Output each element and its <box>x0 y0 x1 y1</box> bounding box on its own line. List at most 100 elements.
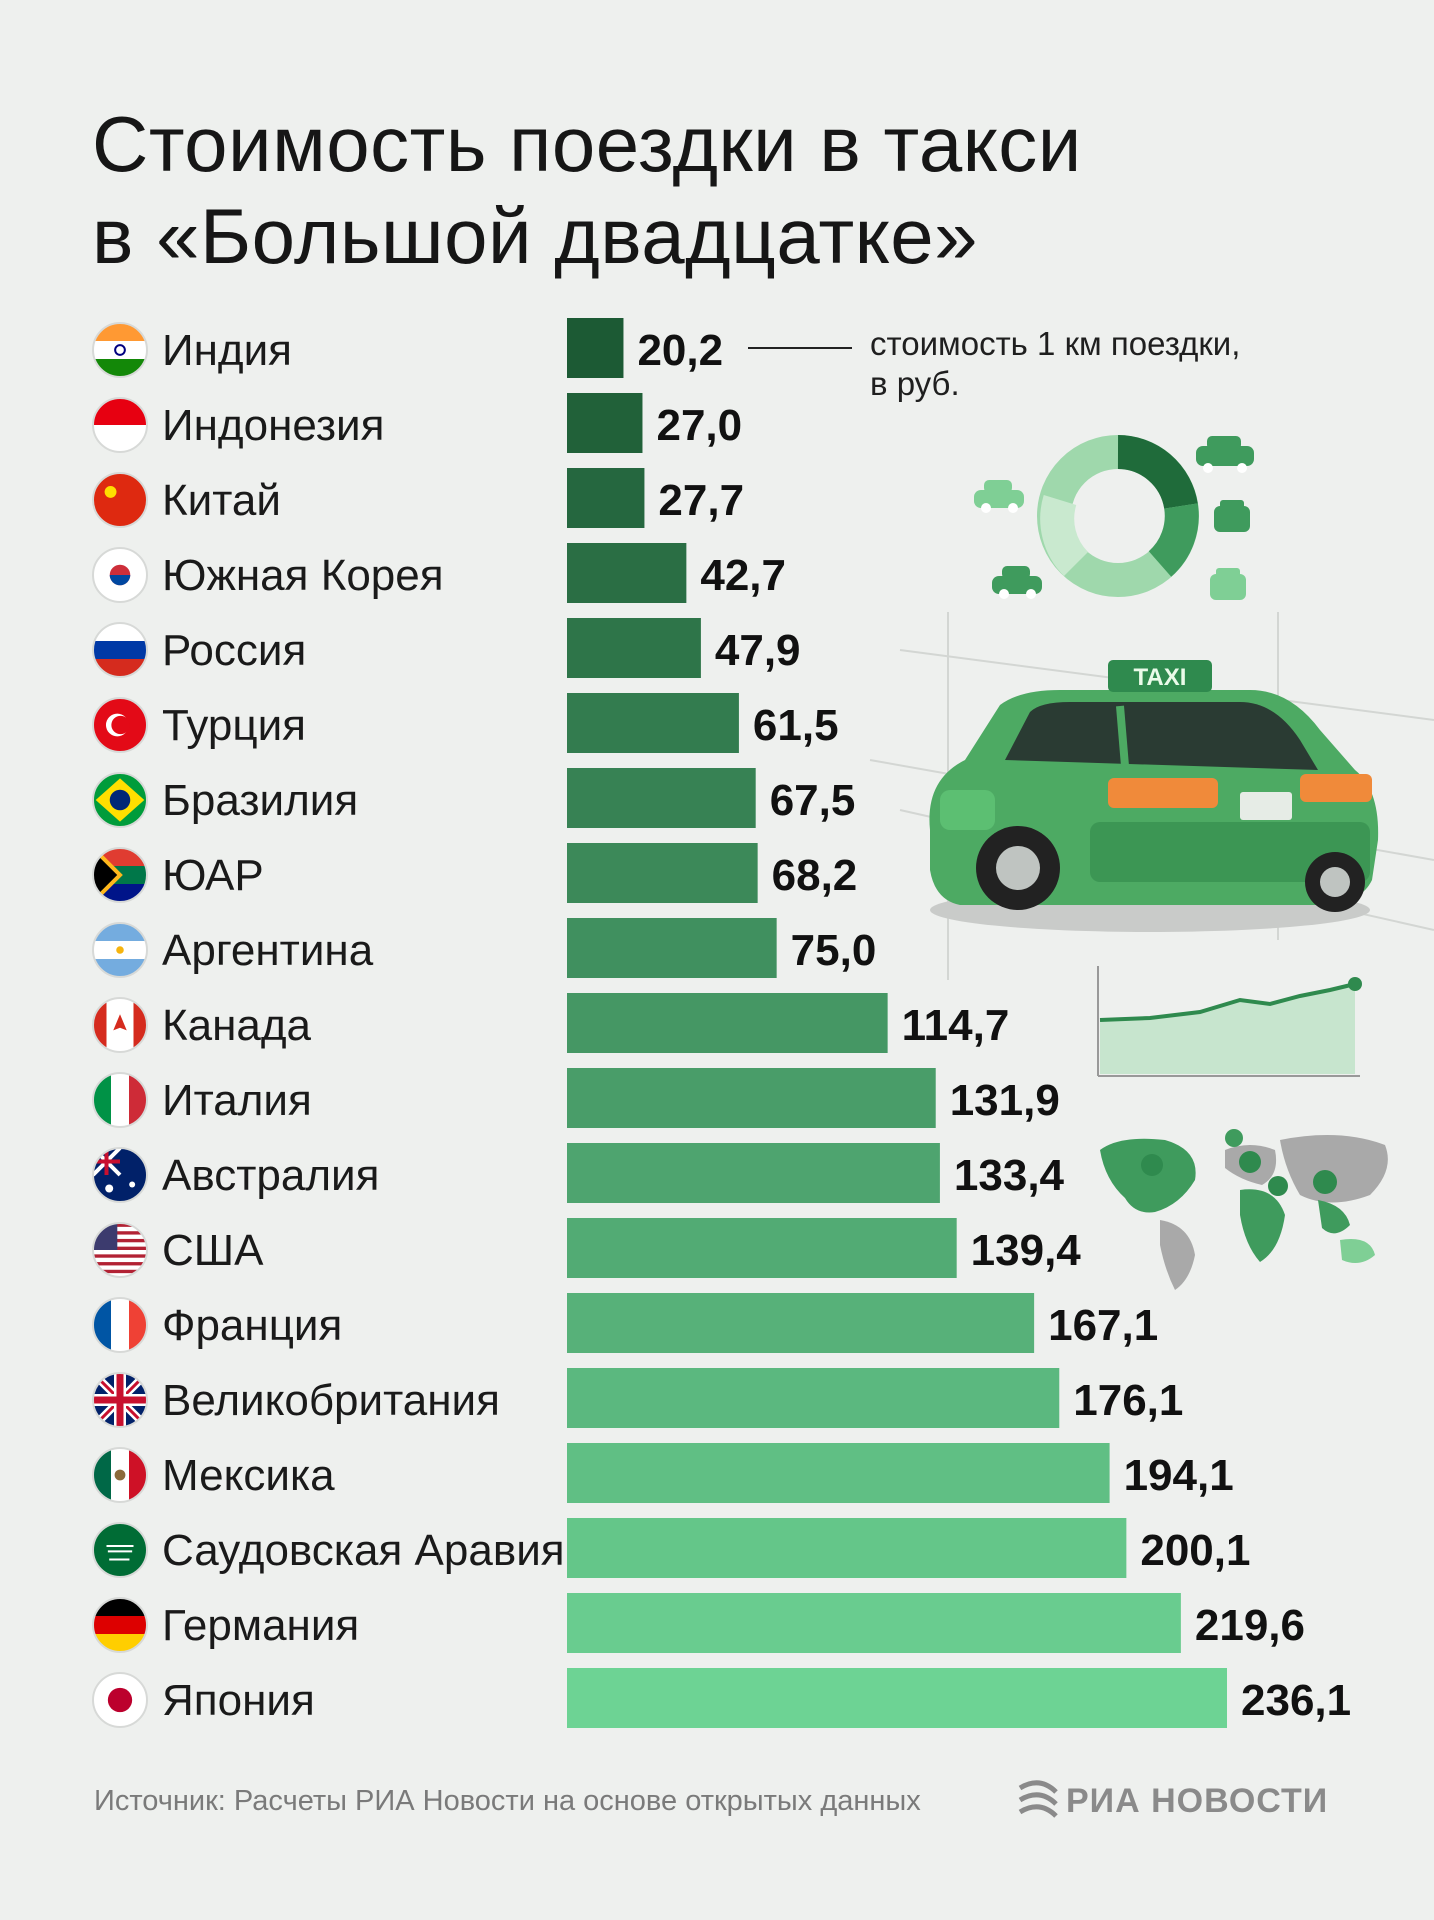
bar-row: ЮАР 68,2 <box>92 843 858 903</box>
bar <box>567 543 687 603</box>
value-label: 167,1 <box>1048 1301 1158 1350</box>
car-icon <box>1196 436 1254 473</box>
value-label: 61,5 <box>753 701 839 750</box>
saudi-arabia-flag-icon <box>92 1522 148 1578</box>
taxi-sign: TAXI <box>1134 664 1187 691</box>
value-label: 219,6 <box>1195 1601 1305 1650</box>
bar-row: Китай 27,7 <box>92 468 744 528</box>
canada-flag-icon <box>92 997 148 1053</box>
bar <box>567 1668 1227 1728</box>
source-note: Источник: Расчеты РИА Новости на основе … <box>94 1785 921 1817</box>
country-label: Китай <box>162 476 281 525</box>
bar-row: Аргентина 75,0 <box>92 918 877 978</box>
country-label: ЮАР <box>162 851 264 900</box>
country-label: Индия <box>162 326 292 375</box>
value-label: 42,7 <box>700 551 786 600</box>
brand-text: РИА НОВОСТИ <box>1066 1781 1329 1820</box>
value-label: 236,1 <box>1241 1676 1351 1725</box>
bar-row: Россия 47,9 <box>92 618 801 678</box>
south-korea-flag-icon <box>92 547 148 603</box>
bar-row: Франция 167,1 <box>92 1293 1158 1353</box>
bar-row: Турция 61,5 <box>92 693 839 753</box>
bar-row: Великобритания 176,1 <box>92 1368 1183 1428</box>
bar <box>567 468 645 528</box>
argentina-flag-icon <box>92 922 148 978</box>
turkey-flag-icon <box>92 697 148 753</box>
bar <box>567 1593 1181 1653</box>
country-label: Саудовская Аравия <box>162 1526 565 1575</box>
usa-flag-icon <box>92 1222 148 1278</box>
bar-row: Австралия 133,4 <box>92 1143 1065 1203</box>
bar <box>567 393 643 453</box>
bar-row: Бразилия 67,5 <box>92 768 856 828</box>
value-label: 114,7 <box>902 1001 1010 1050</box>
bar <box>567 693 739 753</box>
page-title: Стоимость поездки в такси в «Большой два… <box>92 100 1082 280</box>
country-label: США <box>162 1226 264 1275</box>
ria-logo-icon <box>1018 1780 1058 1818</box>
bar-row: Италия 131,9 <box>92 1068 1060 1128</box>
country-label: Япония <box>162 1676 315 1725</box>
taxi-car-icon: TAXI <box>929 660 1379 932</box>
country-label: Мексика <box>162 1451 335 1500</box>
value-label: 133,4 <box>954 1151 1065 1200</box>
russia-flag-icon <box>92 622 148 678</box>
bar <box>567 918 777 978</box>
country-label: Аргентина <box>162 926 374 975</box>
country-label: Турция <box>162 701 306 750</box>
value-label: 139,4 <box>971 1226 1082 1275</box>
bar <box>567 1293 1035 1353</box>
value-label: 27,7 <box>658 476 744 525</box>
value-label: 200,1 <box>1140 1526 1250 1575</box>
france-flag-icon <box>92 1297 148 1353</box>
unit-note: стоимость 1 км поездки, в руб. <box>870 325 1241 402</box>
india-flag-icon <box>92 322 148 378</box>
car-icon <box>992 566 1042 599</box>
china-flag-icon <box>92 472 148 528</box>
bar-row: Канада 114,7 <box>92 993 1010 1053</box>
country-label: Канада <box>162 1001 312 1050</box>
bar <box>567 993 888 1053</box>
bar-row: Япония 236,1 <box>92 1668 1351 1728</box>
bar <box>567 1368 1060 1428</box>
country-label: Южная Корея <box>162 551 444 600</box>
country-label: Италия <box>162 1076 312 1125</box>
italy-flag-icon <box>92 1072 148 1128</box>
country-label: Россия <box>162 626 306 675</box>
bar <box>567 1518 1127 1578</box>
value-label: 75,0 <box>791 926 877 975</box>
japan-flag-icon <box>92 1672 148 1728</box>
donut-chart-icon <box>1037 435 1199 597</box>
value-label: 47,9 <box>715 626 801 675</box>
value-label: 27,0 <box>656 401 742 450</box>
australia-flag-icon <box>92 1147 148 1203</box>
country-label: Великобритания <box>162 1376 500 1425</box>
bar-row: США 139,4 <box>92 1218 1082 1278</box>
line-chart-icon <box>1097 966 1362 1077</box>
germany-flag-icon <box>92 1597 148 1653</box>
bar-row: Германия 219,6 <box>92 1593 1305 1653</box>
bar <box>567 318 624 378</box>
mexico-flag-icon <box>92 1447 148 1503</box>
bar <box>567 843 758 903</box>
bar <box>567 1143 940 1203</box>
bar <box>567 618 701 678</box>
bar <box>567 1218 957 1278</box>
country-label: Германия <box>162 1601 359 1650</box>
bar-row: Мексика 194,1 <box>92 1443 1234 1503</box>
car-icon <box>1214 500 1250 532</box>
value-label: 68,2 <box>772 851 858 900</box>
value-label: 194,1 <box>1124 1451 1234 1500</box>
car-icon <box>974 480 1024 513</box>
brand-logo: РИА НОВОСТИ <box>1018 1778 1328 1824</box>
brazil-flag-icon <box>92 772 148 828</box>
bar <box>567 1443 1110 1503</box>
country-label: Франция <box>162 1301 342 1350</box>
world-map-icon <box>1100 1129 1388 1290</box>
value-label: 67,5 <box>770 776 856 825</box>
value-label: 176,1 <box>1073 1376 1183 1425</box>
bar-row: Индия 20,2 <box>92 318 723 378</box>
bar-row: Южная Корея 42,7 <box>92 543 786 603</box>
bar-row: Саудовская Аравия 200,1 <box>92 1518 1250 1578</box>
